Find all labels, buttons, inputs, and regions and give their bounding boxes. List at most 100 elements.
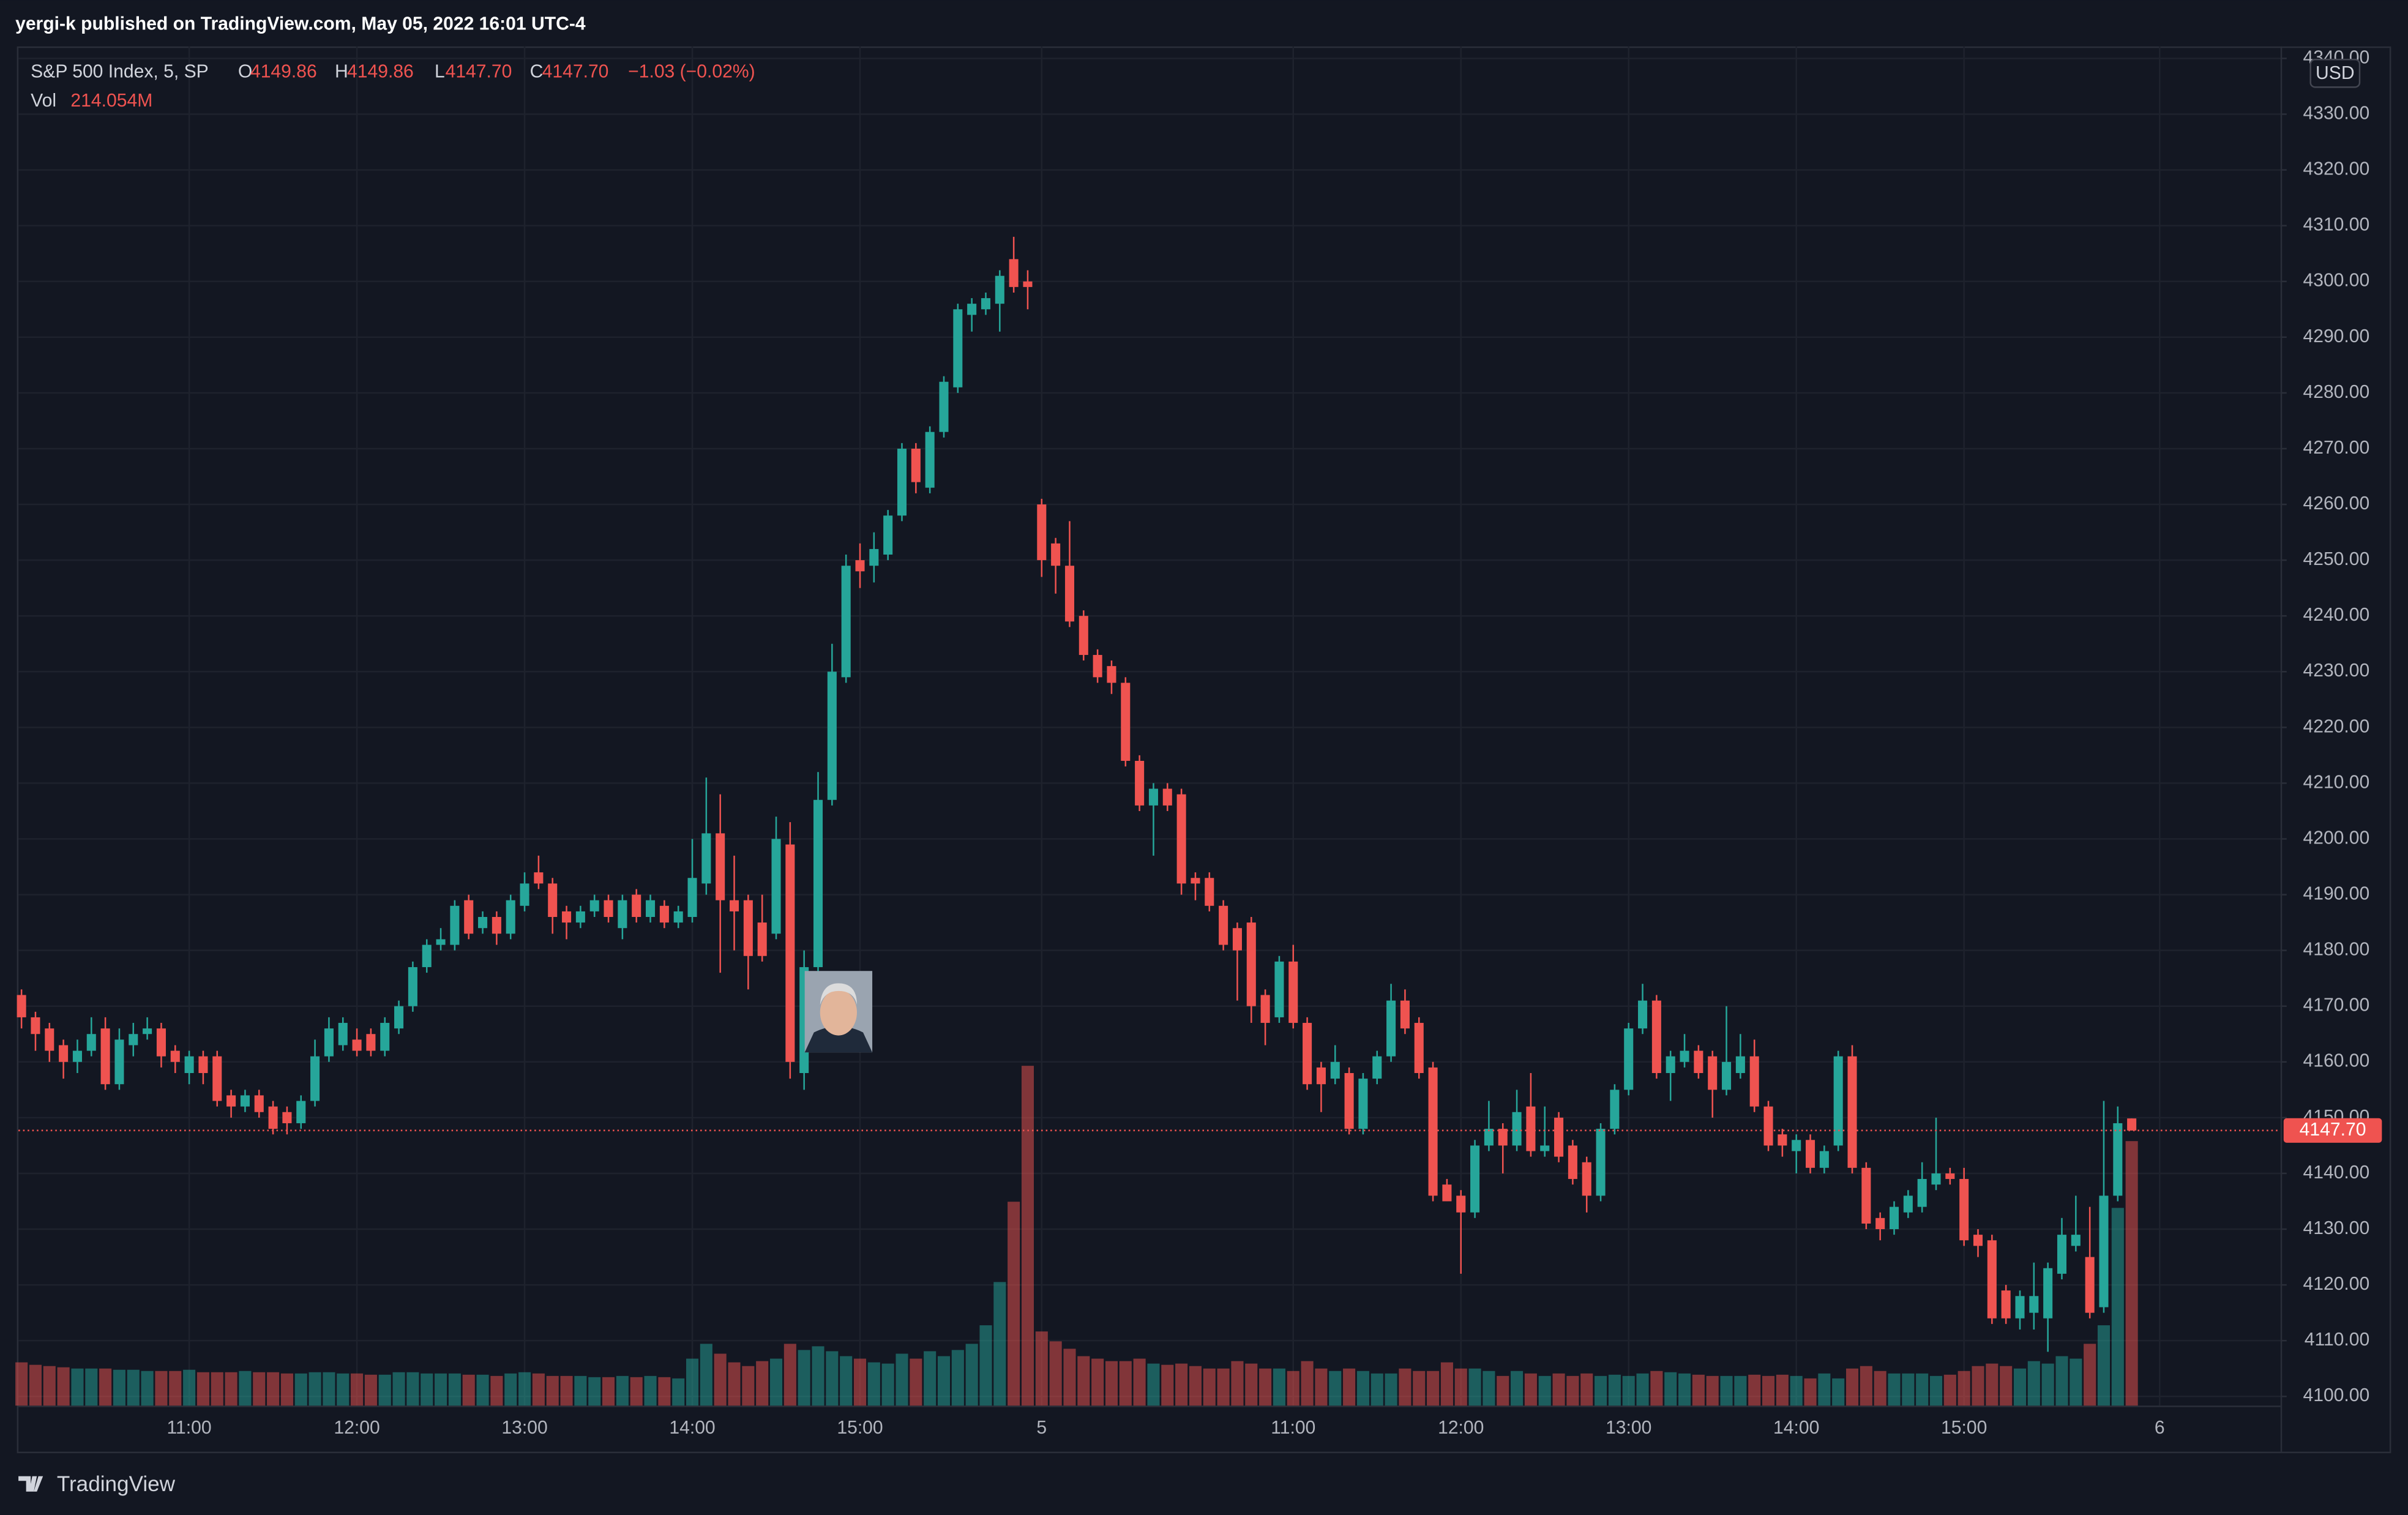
x-tick-label: 12:00	[334, 1418, 380, 1438]
y-tick-label: 4160.00	[2303, 1051, 2369, 1071]
candle-body	[464, 900, 474, 934]
y-tick-label: 4300.00	[2303, 271, 2369, 291]
volume-bar	[1077, 1356, 1090, 1406]
last-price-box	[2283, 1118, 2382, 1143]
candle-body	[1749, 1056, 1759, 1107]
volume-bar	[169, 1371, 182, 1406]
volume-bar	[2111, 1208, 2124, 1406]
volume-bar	[1832, 1378, 1845, 1406]
candle-body	[1009, 259, 1019, 287]
volume-bar	[1874, 1371, 1886, 1406]
candle-body	[72, 1050, 82, 1062]
volume-bar	[1706, 1375, 1719, 1406]
candle-layer	[17, 236, 2137, 1352]
volume-bar	[937, 1356, 951, 1406]
publisher: yergi-k published on TradingView.com, Ma…	[15, 14, 586, 34]
candle-body	[2113, 1123, 2123, 1196]
volume-bar	[435, 1373, 447, 1406]
currency: USD	[2316, 63, 2355, 83]
volume-bar	[1231, 1361, 1244, 1406]
legend-high: 4149.86	[347, 61, 414, 81]
candle-body	[2015, 1296, 2025, 1319]
candle-body	[1847, 1056, 1857, 1168]
volume-bar	[1595, 1375, 1607, 1406]
volume-bar	[1748, 1374, 1761, 1406]
candle-body	[2043, 1268, 2053, 1319]
candle-body	[743, 900, 753, 956]
volume-bar	[2000, 1366, 2013, 1406]
volume-bar	[392, 1372, 405, 1406]
candle-body	[31, 1017, 40, 1034]
x-tick-label: 13:00	[1606, 1418, 1651, 1438]
volume-bar	[644, 1375, 657, 1406]
candle-body	[1205, 878, 1214, 906]
volume-bar	[1552, 1373, 1565, 1406]
volume-bar	[700, 1344, 712, 1406]
candle-body	[1428, 1067, 1438, 1196]
candle-body	[604, 900, 613, 917]
candle-body	[1121, 683, 1131, 761]
volume-bar	[1370, 1373, 1383, 1406]
candle-body	[869, 548, 879, 566]
candle-body	[1931, 1173, 1941, 1185]
volume-bar	[1413, 1371, 1426, 1406]
volume-bar	[308, 1372, 321, 1406]
candle-body	[967, 304, 977, 315]
candle-body	[716, 833, 725, 900]
candle-body	[2099, 1195, 2109, 1307]
volume-bar	[1343, 1368, 1356, 1406]
legend-open: 4149.86	[250, 61, 317, 81]
volume-bar	[1734, 1375, 1747, 1406]
volume-bar	[1845, 1368, 1859, 1406]
candle-body	[1917, 1179, 1927, 1207]
volume-bar	[406, 1372, 419, 1406]
legend-change: −1.03 (−0.02%)	[628, 61, 755, 81]
candle-body	[366, 1034, 376, 1051]
volume-bar	[29, 1364, 42, 1406]
candle-body	[1903, 1195, 1913, 1213]
volume-bar	[1538, 1375, 1551, 1406]
volume-bar	[183, 1369, 196, 1406]
volume-bar	[1650, 1371, 1663, 1406]
brand: TradingView	[57, 1472, 176, 1496]
candle-body	[1708, 1056, 1718, 1090]
volume-bar	[1524, 1373, 1537, 1406]
volume-bar	[1091, 1358, 1104, 1406]
candle-body	[1316, 1067, 1326, 1085]
volume-bar	[1356, 1371, 1369, 1406]
candle-body	[1833, 1056, 1843, 1146]
candle-body	[1386, 1000, 1396, 1057]
volume-bar	[1440, 1362, 1453, 1406]
volume-bar	[211, 1372, 223, 1406]
volume-bar	[1929, 1375, 1943, 1406]
volume-bar	[1245, 1363, 1258, 1406]
volume-bar	[337, 1373, 350, 1406]
candle-body	[673, 911, 683, 923]
x-tick-label: 11:00	[1271, 1418, 1315, 1438]
volume-bar	[364, 1374, 377, 1406]
volume-bar	[239, 1371, 252, 1406]
volume-bar	[979, 1325, 992, 1406]
volume-bar	[840, 1356, 853, 1406]
legend-volume-key: Vol	[31, 91, 56, 111]
candle-body	[1763, 1106, 1773, 1146]
volume-bar	[742, 1366, 755, 1406]
volume-bar	[783, 1344, 796, 1406]
volume-bar	[267, 1372, 280, 1406]
candle-body	[226, 1095, 236, 1107]
candle-body	[478, 916, 488, 929]
volume-bar	[490, 1375, 503, 1406]
volume-bar	[546, 1375, 559, 1406]
candle-body	[911, 448, 921, 482]
volume-bar	[1119, 1361, 1132, 1406]
candle-body	[1526, 1106, 1536, 1151]
volume-bar	[924, 1351, 937, 1406]
volume-bar	[965, 1344, 978, 1406]
volume-bar	[476, 1374, 489, 1406]
x-tick-label: 5	[1036, 1418, 1047, 1438]
candle-body	[240, 1095, 250, 1107]
last-price-label: 4147.70	[2300, 1120, 2366, 1140]
volume-bar	[1329, 1371, 1342, 1406]
volume-bar	[1105, 1361, 1118, 1406]
